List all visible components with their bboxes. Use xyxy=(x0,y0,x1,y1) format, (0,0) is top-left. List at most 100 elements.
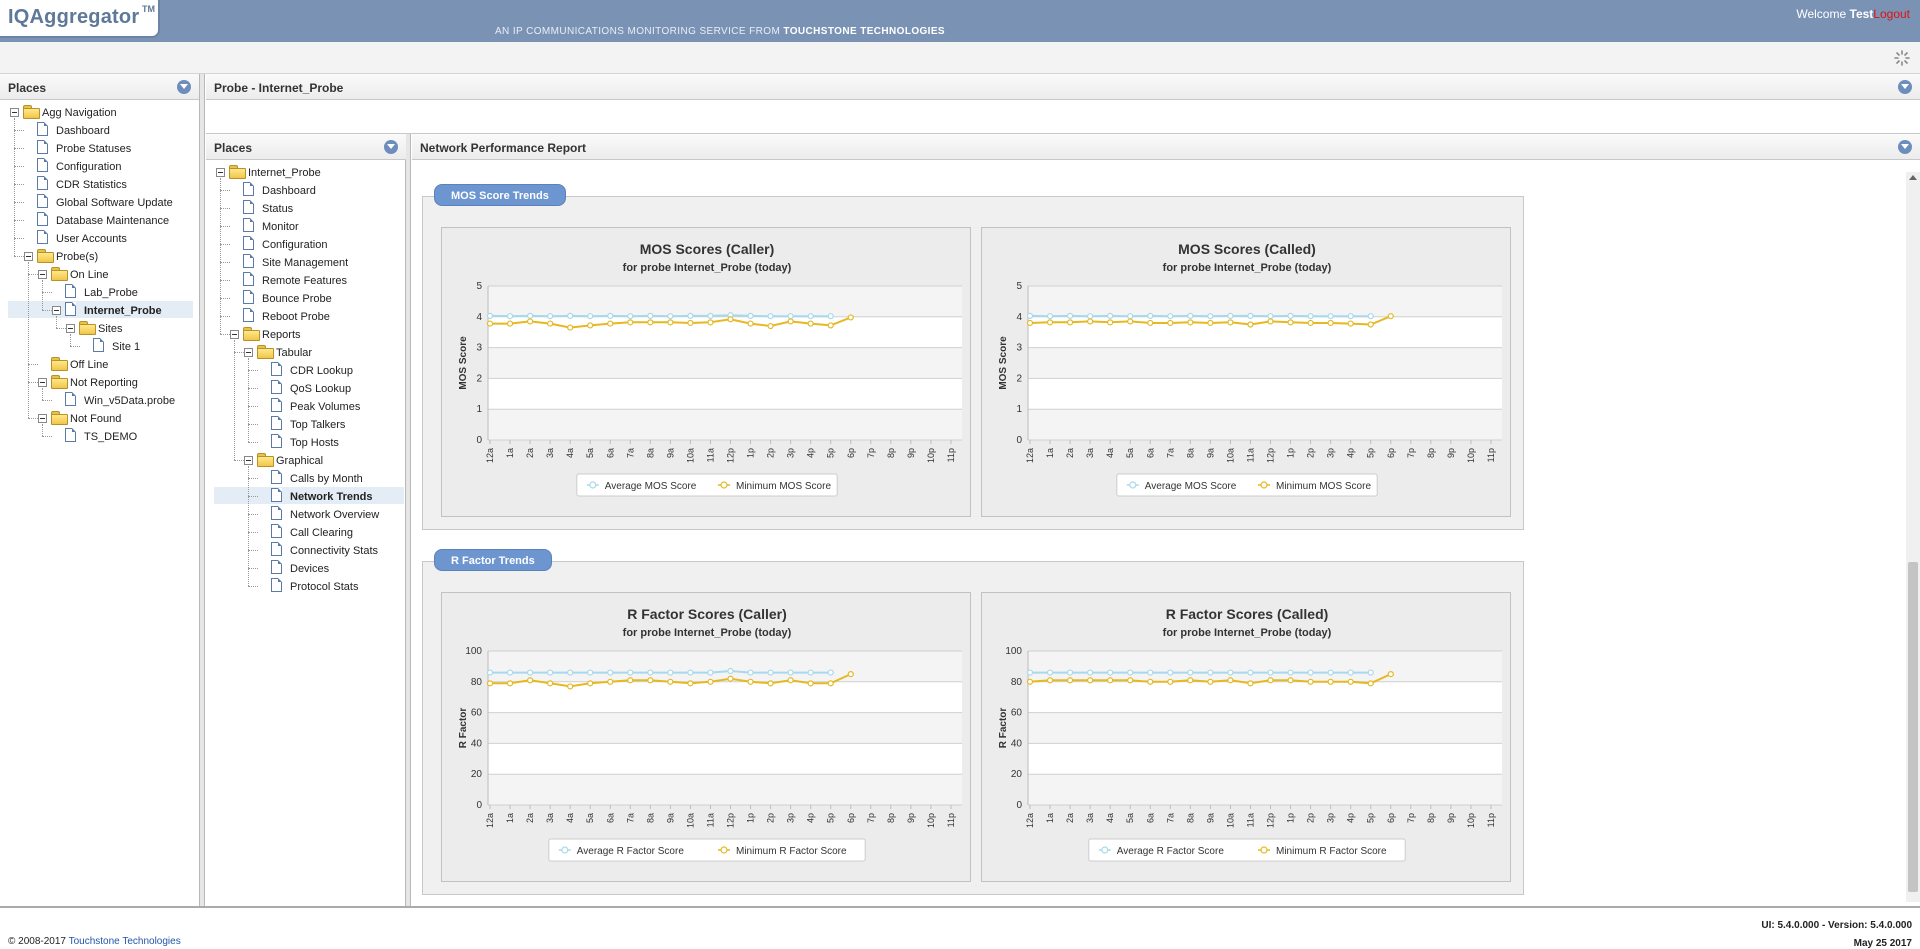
tree-item-protocol-stats[interactable]: Protocol Stats xyxy=(206,578,401,596)
tagline-company: TOUCHSTONE TECHNOLOGIES xyxy=(783,26,945,37)
tree-item-probe-s[interactable]: Probe(s) xyxy=(0,248,195,266)
plot-band xyxy=(488,347,962,379)
tree-item-site-1[interactable]: Site 1 xyxy=(0,338,195,356)
tree-item-site-management[interactable]: Site Management xyxy=(206,254,401,272)
tree-item-dashboard[interactable]: Dashboard xyxy=(0,122,195,140)
tree-item-ts-demo[interactable]: TS_DEMO xyxy=(0,428,195,446)
page-icon xyxy=(243,218,254,232)
tree-item-configuration[interactable]: Configuration xyxy=(0,158,195,176)
tree-item-global-software-update[interactable]: Global Software Update xyxy=(0,194,195,212)
tree-item-qos-lookup[interactable]: QoS Lookup xyxy=(206,380,401,398)
tree-connector xyxy=(14,118,15,256)
plot-band xyxy=(1028,651,1502,682)
tree-item-off-line[interactable]: Off Line xyxy=(0,356,195,374)
data-point xyxy=(1247,312,1254,319)
tree-item-bounce-probe[interactable]: Bounce Probe xyxy=(206,290,401,308)
collapse-toggle-icon[interactable] xyxy=(24,252,33,261)
tree-item-reports[interactable]: Reports xyxy=(206,326,401,344)
y-tick-label: 60 xyxy=(471,708,483,719)
tree-item-label: Site Management xyxy=(262,257,349,269)
tree-item-connectivity-stats[interactable]: Connectivity Stats xyxy=(206,542,401,560)
collapse-toggle-icon[interactable] xyxy=(38,378,47,387)
logout-link[interactable]: Logout xyxy=(1873,7,1910,21)
collapse-toggle-icon[interactable] xyxy=(230,330,239,339)
logo[interactable]: IQAggregator TM xyxy=(0,0,160,38)
data-point xyxy=(1347,320,1354,327)
data-point xyxy=(1367,669,1374,676)
data-point xyxy=(526,318,534,325)
tree-item-graphical[interactable]: Graphical xyxy=(206,452,401,470)
collapse-toggle-icon[interactable] xyxy=(38,270,47,279)
tree-item-peak-volumes[interactable]: Peak Volumes xyxy=(206,398,401,416)
tree-item-database-maintenance[interactable]: Database Maintenance xyxy=(0,212,195,230)
tree-item-user-accounts[interactable]: User Accounts xyxy=(0,230,195,248)
page-icon xyxy=(37,212,48,226)
tree-item-dashboard[interactable]: Dashboard xyxy=(206,182,401,200)
tree-item-status[interactable]: Status xyxy=(206,200,401,218)
x-tick-label: 7p xyxy=(1406,813,1416,823)
scroll-thumb[interactable] xyxy=(1908,562,1918,892)
data-point xyxy=(567,312,574,319)
tree-item-calls-by-month[interactable]: Calls by Month xyxy=(206,470,401,488)
tree-item-top-talkers[interactable]: Top Talkers xyxy=(206,416,401,434)
tree-item-top-hosts[interactable]: Top Hosts xyxy=(206,434,401,452)
collapse-toggle-icon[interactable] xyxy=(38,414,47,423)
x-tick-label: 1a xyxy=(1045,813,1055,823)
tree-item-on-line[interactable]: On Line xyxy=(0,266,195,284)
collapse-toggle-icon[interactable] xyxy=(10,108,19,117)
data-point xyxy=(667,313,674,320)
tree-item-win-v5data-probe[interactable]: Win_v5Data.probe xyxy=(0,392,195,410)
tree-item-lab-probe[interactable]: Lab_Probe xyxy=(0,284,195,302)
tree-item-call-clearing[interactable]: Call Clearing xyxy=(206,524,401,542)
data-point xyxy=(707,669,714,676)
tree-connector xyxy=(28,382,38,383)
section-header-rfactor[interactable]: R Factor Trends xyxy=(434,549,552,571)
tree-item-agg-navigation[interactable]: Agg Navigation xyxy=(0,104,195,122)
collapse-icon[interactable] xyxy=(1898,80,1912,94)
tree-item-not-reporting[interactable]: Not Reporting xyxy=(0,374,195,392)
tree-item-network-trends[interactable]: Network Trends xyxy=(206,488,401,506)
vertical-scrollbar[interactable] xyxy=(1906,172,1920,902)
data-point xyxy=(667,319,674,326)
collapse-icon[interactable] xyxy=(177,80,191,94)
tree-item-probe-statuses[interactable]: Probe Statuses xyxy=(0,140,195,158)
panel-splitter[interactable] xyxy=(200,74,205,906)
tree-item-tabular[interactable]: Tabular xyxy=(206,344,401,362)
x-tick-label: 2p xyxy=(1306,448,1316,458)
tree-item-internet-probe[interactable]: Internet_Probe xyxy=(0,302,195,320)
tree-connector xyxy=(220,190,230,191)
tree-item-cdr-statistics[interactable]: CDR Statistics xyxy=(0,176,195,194)
tree-item-internet-probe[interactable]: Internet_Probe xyxy=(206,164,401,182)
collapse-toggle-icon[interactable] xyxy=(66,324,75,333)
tree-item-reboot-probe[interactable]: Reboot Probe xyxy=(206,308,401,326)
collapse-icon[interactable] xyxy=(1898,140,1912,154)
tree-item-cdr-lookup[interactable]: CDR Lookup xyxy=(206,362,401,380)
tree-item-sites[interactable]: Sites xyxy=(0,320,195,338)
data-point xyxy=(567,324,574,331)
y-tick-label: 2 xyxy=(476,373,482,384)
tree-item-devices[interactable]: Devices xyxy=(206,560,401,578)
tree-item-remote-features[interactable]: Remote Features xyxy=(206,272,401,290)
tree-item-label: TS_DEMO xyxy=(84,431,138,443)
collapse-icon[interactable] xyxy=(384,140,398,154)
page-icon xyxy=(243,308,254,322)
data-point xyxy=(486,669,494,676)
tree-item-configuration[interactable]: Configuration xyxy=(206,236,401,254)
scroll-up-icon[interactable] xyxy=(1909,175,1917,180)
section-header-mos[interactable]: MOS Score Trends xyxy=(434,184,566,206)
collapse-toggle-icon[interactable] xyxy=(244,456,253,465)
y-tick-label: 20 xyxy=(1011,769,1023,780)
legend-label: Minimum R Factor Score xyxy=(736,846,847,857)
tagline: AN IP COMMUNICATIONS MONITORING SERVICE … xyxy=(0,26,1440,37)
x-tick-label: 5a xyxy=(1125,448,1135,458)
collapse-toggle-icon[interactable] xyxy=(52,306,61,315)
tree-item-not-found[interactable]: Not Found xyxy=(0,410,195,428)
collapse-toggle-icon[interactable] xyxy=(244,348,253,357)
tree-item-network-overview[interactable]: Network Overview xyxy=(206,506,401,524)
tree-item-label: Top Hosts xyxy=(290,437,339,449)
collapse-toggle-icon[interactable] xyxy=(216,168,225,177)
company-link[interactable]: Touchstone Technologies xyxy=(68,936,181,947)
panel-splitter[interactable] xyxy=(406,134,411,906)
legend-marker xyxy=(720,846,728,854)
tree-item-monitor[interactable]: Monitor xyxy=(206,218,401,236)
